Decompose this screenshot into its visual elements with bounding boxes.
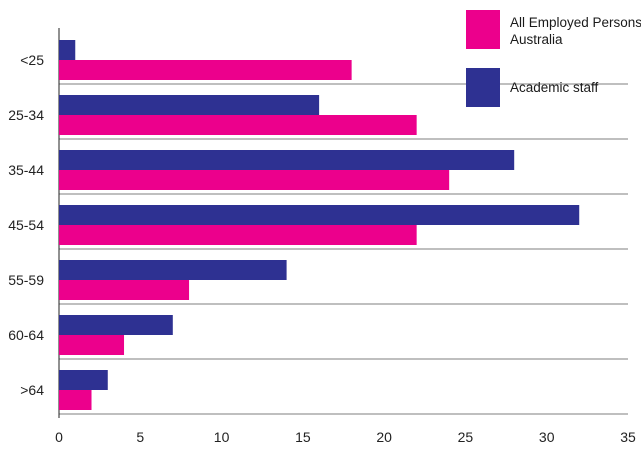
legend-swatch-academic-staff xyxy=(466,68,500,107)
bar-academic-staff-2 xyxy=(59,150,515,170)
category-labels: <25 25-34 35-44 45-54 55-59 60-64 >64 xyxy=(8,52,44,398)
bar-all-employed-4 xyxy=(59,280,190,300)
x-tick-label: 5 xyxy=(136,429,144,445)
bar-academic-staff-1 xyxy=(59,95,320,115)
category-label: 45-54 xyxy=(8,217,44,233)
x-tick-label: 30 xyxy=(539,429,555,445)
category-label: 35-44 xyxy=(8,162,44,178)
bar-academic-staff-3 xyxy=(59,205,580,225)
bar-academic-staff-4 xyxy=(59,260,287,280)
legend-label-academic-staff: Academic staff xyxy=(510,80,599,95)
category-label: <25 xyxy=(20,52,44,68)
gridlines xyxy=(59,83,628,415)
x-tick-label: 15 xyxy=(295,429,311,445)
x-tick-label: 35 xyxy=(620,429,636,445)
category-label: >64 xyxy=(20,382,44,398)
bar-academic-staff-0 xyxy=(59,40,76,60)
category-label: 55-59 xyxy=(8,272,44,288)
x-tick-label: 25 xyxy=(458,429,474,445)
x-tick-label: 0 xyxy=(55,429,63,445)
x-tick-label: 10 xyxy=(214,429,230,445)
bar-all-employed-2 xyxy=(59,170,450,190)
legend: All Employed Persons Australia Academic st… xyxy=(466,10,641,107)
legend-label-all-employed: All Employed Persons Australia xyxy=(510,15,641,47)
category-label: 25-34 xyxy=(8,107,44,123)
x-tick-labels: 0 5 10 15 20 25 30 35 xyxy=(55,429,636,445)
category-label: 60-64 xyxy=(8,327,44,343)
bar-academic-staff-5 xyxy=(59,315,173,335)
bar-academic-staff-6 xyxy=(59,370,108,390)
bars xyxy=(59,40,580,410)
bar-all-employed-3 xyxy=(59,225,417,245)
bar-all-employed-6 xyxy=(59,390,92,410)
bar-all-employed-0 xyxy=(59,60,352,80)
legend-swatch-all-employed xyxy=(466,10,500,49)
bar-all-employed-5 xyxy=(59,335,125,355)
x-tick-label: 20 xyxy=(376,429,392,445)
bar-all-employed-1 xyxy=(59,115,417,135)
